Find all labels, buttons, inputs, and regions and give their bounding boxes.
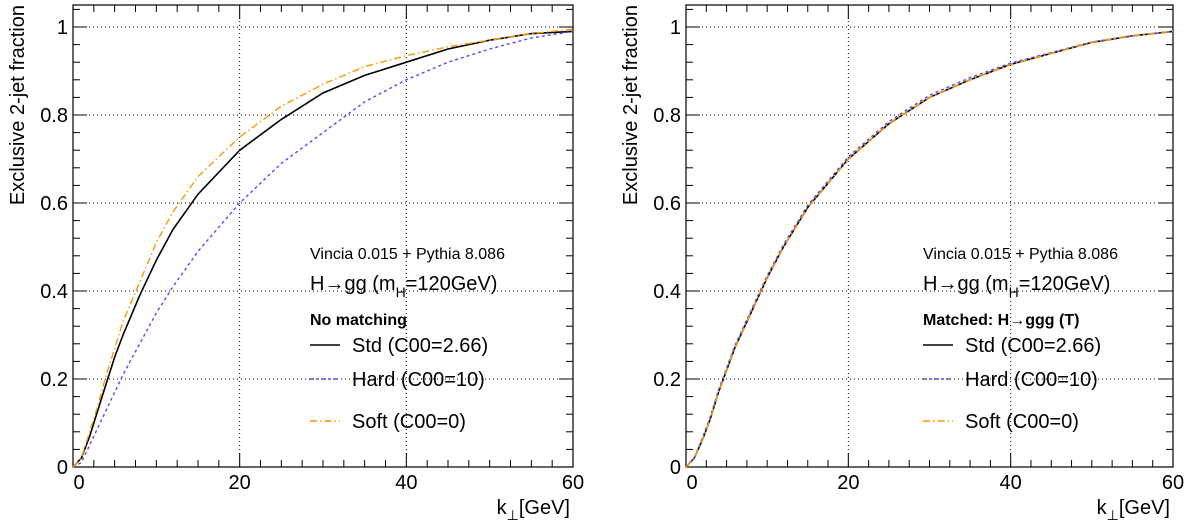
annotation-generator: Vincia 0.015 + Pythia 8.086 — [923, 246, 1118, 263]
y-tick-label: 0.8 — [40, 105, 68, 127]
chart-panel-2: 0 20 40 60 0 0.2 0.4 0.6 0.8 1 k⊥[GeV] Exclusive 2-… — [620, 4, 1184, 523]
series-line-hard — [72, 30, 574, 468]
legend-label-soft: Soft (C00=0) — [352, 411, 466, 433]
y-tick-label: 0.8 — [653, 105, 681, 127]
y-tick-label: 0.6 — [40, 193, 68, 215]
y-tick-label: 1 — [670, 17, 681, 39]
x-tick-label: 40 — [1000, 472, 1022, 494]
x-tick-label: 0 — [73, 472, 84, 494]
x-axis-label: k⊥[GeV] — [497, 497, 570, 523]
series-line-soft — [72, 28, 574, 468]
plot-frame — [72, 4, 574, 468]
y-tick-label: 1 — [57, 17, 68, 39]
annotation-matching: No matching — [310, 312, 407, 329]
annotation-matching: Matched: H→ggg (T) — [923, 312, 1079, 329]
y-axis-label: Exclusive 2-jet fraction — [620, 5, 642, 205]
y-tick-label: 0.4 — [40, 281, 68, 303]
legend-label-std: Std (C00=2.66) — [965, 335, 1101, 357]
y-tick-label: 0 — [57, 457, 68, 479]
x-tick-label: 40 — [395, 472, 417, 494]
plot-frame — [685, 4, 1174, 468]
y-tick-label: 0.6 — [653, 193, 681, 215]
legend-label-hard: Hard (C00=10) — [352, 369, 485, 391]
y-tick-label: 0.4 — [653, 281, 681, 303]
annotation-generator: Vincia 0.015 + Pythia 8.086 — [310, 246, 505, 263]
x-axis-label: k⊥[GeV] — [1097, 497, 1170, 523]
annotation-process: H→gg (mH=120GeV) — [923, 273, 1110, 300]
series-line-std — [72, 30, 574, 468]
legend-label-soft: Soft (C00=0) — [965, 411, 1079, 433]
x-tick-label: 20 — [837, 472, 859, 494]
x-tick-label: 20 — [229, 472, 251, 494]
x-tick-label: 60 — [1162, 472, 1184, 494]
legend-label-std: Std (C00=2.66) — [352, 335, 488, 357]
annotation-process: H→gg (mH=120GeV) — [310, 273, 497, 300]
y-tick-label: 0 — [670, 457, 681, 479]
legend-label-hard: Hard (C00=10) — [965, 369, 1098, 391]
chart-panel-1: 0 20 40 60 0 0.2 0.4 0.6 0.8 1 k⊥[GeV] Exclusive 2-… — [7, 4, 584, 523]
y-tick-label: 0.2 — [653, 369, 681, 391]
y-axis-label: Exclusive 2-jet fraction — [7, 5, 29, 205]
y-tick-label: 0.2 — [40, 369, 68, 391]
series-line-soft — [685, 30, 1174, 468]
x-tick-label: 0 — [686, 472, 697, 494]
x-tick-label: 60 — [562, 472, 584, 494]
